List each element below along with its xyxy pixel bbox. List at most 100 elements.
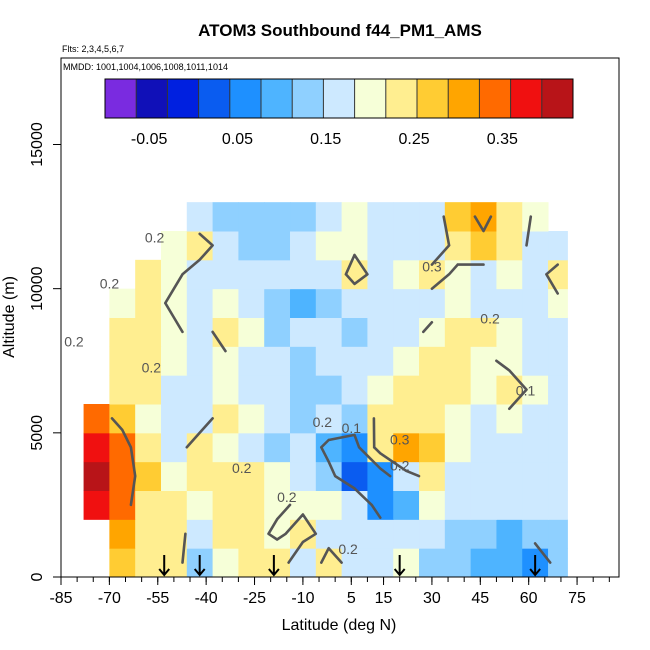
heatmap-cell <box>212 548 239 577</box>
heatmap-cell <box>264 548 291 577</box>
heatmap-cell <box>393 231 420 261</box>
heatmap-cell <box>367 202 394 232</box>
heatmap-cell <box>135 548 162 577</box>
heatmap-cell <box>341 202 368 232</box>
heatmap-cell <box>341 288 368 318</box>
flights-label: Flts: 2,3,4,5,6,7 <box>62 44 124 54</box>
heatmap-cell <box>548 231 568 261</box>
y-tick-label: 10000 <box>29 266 46 311</box>
heatmap-cell <box>393 346 420 376</box>
heatmap-cell <box>238 231 265 261</box>
heatmap-cell <box>238 346 265 376</box>
contour-label: 0.2 <box>232 460 252 476</box>
heatmap-cell <box>522 202 549 232</box>
heatmap-cell <box>470 490 497 520</box>
heatmap-cell <box>367 519 394 549</box>
dates-label: MMDD: 1001,1004,1006,1008,1011,1014 <box>63 62 228 72</box>
colorbar-swatch <box>105 79 137 118</box>
x-tick-label: 5 <box>347 590 356 607</box>
heatmap-cell <box>419 375 446 405</box>
y-tick-label: 5000 <box>29 415 46 451</box>
heatmap-cell <box>522 432 549 463</box>
heatmap-cell <box>393 432 420 463</box>
heatmap-cell <box>419 346 446 376</box>
heatmap-cell <box>444 317 472 347</box>
heatmap-cell <box>548 461 568 491</box>
heatmap-cell <box>238 317 265 347</box>
heatmap-cell <box>341 375 368 405</box>
contour-label: 0.1 <box>516 382 536 398</box>
heatmap-cell <box>548 548 568 577</box>
heatmap-cell <box>522 490 549 520</box>
heatmap-cell <box>496 548 523 577</box>
heatmap-cell <box>160 375 188 405</box>
heatmap-cell <box>444 288 472 318</box>
heatmap-cell <box>135 432 162 463</box>
heatmap-cell <box>393 288 420 318</box>
heatmap-cell <box>548 432 568 463</box>
colorbar-swatch <box>385 79 418 118</box>
heatmap-cell <box>419 461 446 491</box>
x-axis: -85 -70 -55 -40 -25 -10 5 15 30 45 60 75 <box>49 577 610 607</box>
heatmap-cell <box>367 404 394 434</box>
heatmap-cell <box>109 548 136 577</box>
heatmap-cell <box>470 231 497 261</box>
heatmap-cell <box>470 288 497 318</box>
heatmap-cell <box>315 490 343 520</box>
heatmap-cell <box>444 346 472 376</box>
colorbar-swatch <box>510 79 543 118</box>
heatmap-cell <box>496 317 523 347</box>
heatmap-cell <box>496 288 523 318</box>
contour-label: 0.2 <box>480 310 500 326</box>
profile-arrow <box>268 555 280 577</box>
heatmap-cell <box>83 404 110 434</box>
heatmap-cell <box>548 490 568 520</box>
heatmap-cell <box>470 548 497 577</box>
heatmap-cell <box>367 346 394 376</box>
heatmap-cell <box>315 346 343 376</box>
heatmap-cell <box>315 202 343 232</box>
colorbar-swatch <box>448 79 480 118</box>
heatmap-cell <box>186 375 214 405</box>
contour-label: 0.2 <box>100 276 120 292</box>
heatmap-cell <box>186 259 214 290</box>
heatmap-cell <box>109 375 136 405</box>
heatmap-cell <box>548 519 568 549</box>
heatmap-cell <box>496 259 523 290</box>
heatmap-cell <box>212 519 239 549</box>
heatmap-cell <box>470 346 497 376</box>
colorbar-swatch <box>292 79 324 118</box>
heatmap-cell <box>83 490 110 520</box>
contour-label: 0.1 <box>342 420 362 436</box>
colorbar-swatch <box>479 79 512 118</box>
contour-label: 0.2 <box>145 230 165 246</box>
heatmap-cell <box>470 432 497 463</box>
heatmap-cell <box>419 288 446 318</box>
heatmap-cell <box>341 404 368 434</box>
heatmap-cell <box>212 231 239 261</box>
heatmap-cell <box>135 461 162 491</box>
heatmap-cell <box>496 202 523 232</box>
chart-title: ATOM3 Southbound f44_PM1_AMS <box>198 21 482 40</box>
heatmap-cell <box>444 490 472 520</box>
heatmap-cell <box>315 461 343 491</box>
heatmap-cell <box>160 404 188 434</box>
heatmap-cell <box>135 490 162 520</box>
heatmap-cell <box>238 259 265 290</box>
heatmap-cell <box>548 288 568 318</box>
contour-label: 0.2 <box>277 489 297 505</box>
heatmap-cell <box>444 461 472 491</box>
contour-labels: 0.2 0.2 0.2 0.2 0.2 0.2 0.2 0.2 0.1 0.3 0.2 0.3 0.2 0… <box>64 230 535 557</box>
heatmap-cell <box>238 404 265 434</box>
heatmap-cell <box>186 404 214 434</box>
plot-frame <box>60 57 620 578</box>
heatmap-cell <box>186 519 214 549</box>
heatmap-cell <box>212 404 239 434</box>
heatmap-cell <box>135 404 162 434</box>
colorbar: -0.05 0.05 0.15 0.25 0.35 <box>104 78 574 148</box>
heatmap-cell <box>367 548 394 577</box>
heatmap-cell <box>341 317 368 347</box>
heatmap-cell <box>470 404 497 434</box>
heatmap-cell <box>419 490 446 520</box>
